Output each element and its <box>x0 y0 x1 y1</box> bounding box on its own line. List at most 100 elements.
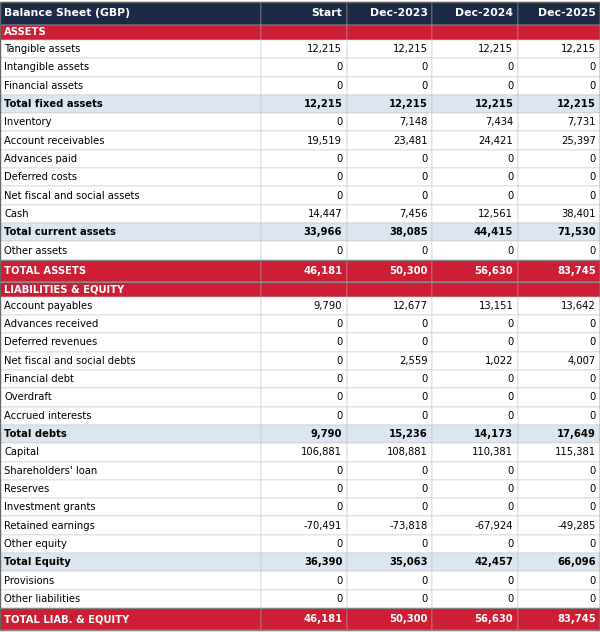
Bar <box>0 205 261 223</box>
Bar <box>347 260 432 282</box>
Bar <box>261 76 347 95</box>
Bar <box>517 186 600 205</box>
Bar <box>261 388 347 406</box>
Text: 12,215: 12,215 <box>557 99 596 109</box>
Bar <box>432 370 517 388</box>
Bar <box>0 553 261 571</box>
Bar <box>0 315 261 333</box>
Bar <box>0 590 261 608</box>
Text: Dec-2024: Dec-2024 <box>455 8 513 18</box>
Text: Retained earnings: Retained earnings <box>4 521 95 531</box>
Text: 0: 0 <box>507 154 513 164</box>
Bar <box>261 535 347 553</box>
Bar <box>432 150 517 168</box>
Text: 0: 0 <box>590 374 596 384</box>
Text: Dec-2023: Dec-2023 <box>370 8 428 18</box>
Text: 0: 0 <box>590 502 596 513</box>
Text: 33,966: 33,966 <box>304 228 342 237</box>
Text: Other equity: Other equity <box>4 539 67 549</box>
Text: 0: 0 <box>336 466 342 476</box>
Bar <box>517 40 600 58</box>
Bar <box>517 223 600 241</box>
Bar <box>261 150 347 168</box>
Text: 0: 0 <box>590 392 596 403</box>
Bar <box>0 535 261 553</box>
Bar <box>0 260 261 282</box>
Text: -49,285: -49,285 <box>557 521 596 531</box>
Text: 36,390: 36,390 <box>304 557 342 568</box>
Bar <box>432 58 517 76</box>
Bar <box>517 168 600 186</box>
Bar <box>432 25 517 40</box>
Text: 0: 0 <box>422 173 428 182</box>
Text: Deferred revenues: Deferred revenues <box>4 337 97 348</box>
Bar <box>261 351 347 370</box>
Text: 71,530: 71,530 <box>557 228 596 237</box>
Text: 83,745: 83,745 <box>557 265 596 276</box>
Text: 0: 0 <box>336 502 342 513</box>
Text: 0: 0 <box>336 63 342 73</box>
Text: Intangible assets: Intangible assets <box>4 63 89 73</box>
Text: LIABILITIES & EQUITY: LIABILITIES & EQUITY <box>4 284 124 294</box>
Text: Other liabilities: Other liabilities <box>4 594 80 604</box>
Text: 0: 0 <box>590 337 596 348</box>
Bar <box>261 113 347 131</box>
Bar <box>517 406 600 425</box>
Bar <box>517 333 600 351</box>
Bar <box>517 571 600 590</box>
Text: 0: 0 <box>336 319 342 329</box>
Text: 13,151: 13,151 <box>478 301 513 311</box>
Text: 0: 0 <box>336 484 342 494</box>
Bar <box>261 223 347 241</box>
Bar <box>0 131 261 150</box>
Bar <box>517 590 600 608</box>
Bar <box>432 535 517 553</box>
Bar <box>517 58 600 76</box>
Bar <box>347 480 432 498</box>
Text: -67,924: -67,924 <box>475 521 513 531</box>
Bar <box>261 25 347 40</box>
Text: Cash: Cash <box>4 209 29 219</box>
Text: 115,381: 115,381 <box>554 447 596 458</box>
Bar <box>347 351 432 370</box>
Bar <box>347 425 432 443</box>
Text: 9,790: 9,790 <box>314 301 342 311</box>
Bar <box>347 150 432 168</box>
Text: Total current assets: Total current assets <box>4 228 116 237</box>
Text: 0: 0 <box>590 411 596 421</box>
Bar <box>347 223 432 241</box>
Text: Capital: Capital <box>4 447 39 458</box>
Bar <box>347 406 432 425</box>
Bar <box>517 461 600 480</box>
Bar <box>0 516 261 535</box>
Bar <box>0 406 261 425</box>
Text: Inventory: Inventory <box>4 118 52 127</box>
Text: 12,677: 12,677 <box>393 301 428 311</box>
Bar <box>261 571 347 590</box>
Bar <box>261 95 347 113</box>
Bar <box>261 608 347 630</box>
Bar <box>261 333 347 351</box>
Bar <box>0 58 261 76</box>
Text: 13,642: 13,642 <box>561 301 596 311</box>
Bar <box>0 480 261 498</box>
Bar <box>347 333 432 351</box>
Text: 0: 0 <box>336 594 342 604</box>
Bar <box>261 131 347 150</box>
Text: Net fiscal and social assets: Net fiscal and social assets <box>4 191 140 200</box>
Text: 0: 0 <box>336 539 342 549</box>
Bar <box>432 296 517 315</box>
Text: 106,881: 106,881 <box>301 447 342 458</box>
Text: Tangible assets: Tangible assets <box>4 44 80 54</box>
Bar <box>517 76 600 95</box>
Bar <box>261 168 347 186</box>
Text: 38,085: 38,085 <box>389 228 428 237</box>
Text: 0: 0 <box>507 191 513 200</box>
Bar <box>432 315 517 333</box>
Bar <box>517 260 600 282</box>
Bar <box>432 205 517 223</box>
Bar <box>432 388 517 406</box>
Bar <box>432 516 517 535</box>
Bar <box>0 351 261 370</box>
Text: 0: 0 <box>507 502 513 513</box>
